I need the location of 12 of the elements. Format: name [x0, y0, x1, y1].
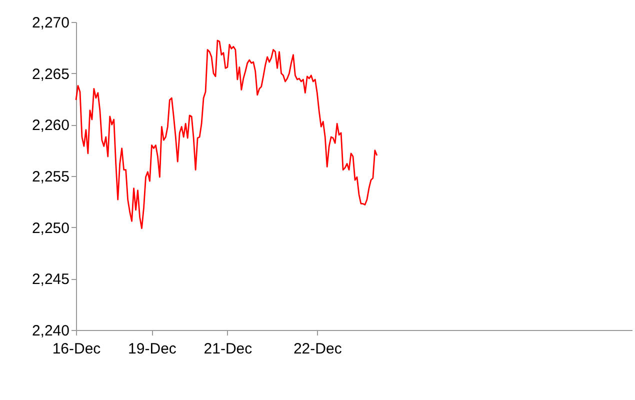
y-tick-label: 2,250	[32, 220, 70, 237]
y-tick-label: 2,260	[32, 117, 70, 134]
y-tick-label: 2,270	[32, 14, 70, 32]
x-tick-label: 21-Dec	[204, 340, 253, 358]
y-tick-label: 2,245	[32, 271, 70, 288]
y-tick-label: 2,265	[32, 66, 70, 83]
y-tick-label: 2,255	[32, 168, 70, 186]
x-tick-label: 22-Dec	[293, 340, 342, 358]
x-tick-label: 19-Dec	[128, 340, 177, 358]
line-series	[75, 40, 378, 230]
x-tick-label: 16-Dec	[52, 340, 102, 358]
y-tick-label: 2,240	[32, 322, 70, 340]
